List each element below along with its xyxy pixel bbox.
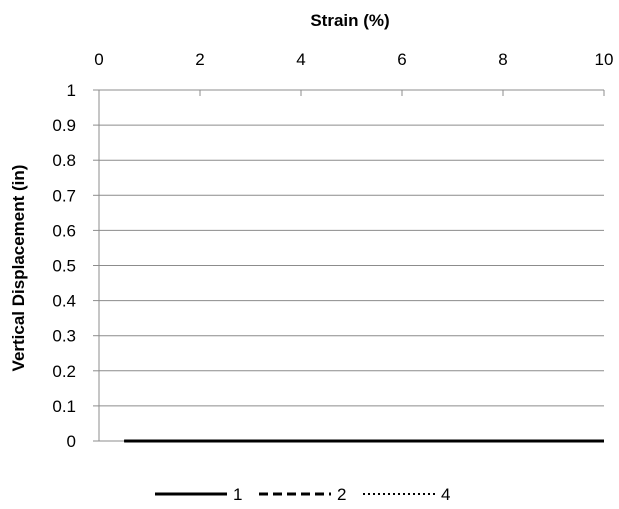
x-tick-label: 10 bbox=[595, 50, 614, 69]
y-axis-title: Vertical Displacement (in) bbox=[9, 165, 28, 372]
legend-label-4: 4 bbox=[441, 485, 450, 504]
x-tick-label: 8 bbox=[498, 50, 507, 69]
y-tick-label: 0.1 bbox=[52, 397, 76, 416]
x-tick-label: 0 bbox=[94, 50, 103, 69]
y-tick-label: 0.5 bbox=[52, 257, 76, 276]
y-tick-labels: 0 0.1 0.2 0.3 0.4 0.5 0.6 0.7 0.8 0.9 1 bbox=[52, 81, 76, 451]
x-tick-label: 4 bbox=[296, 50, 305, 69]
x-tick-labels: 0 2 4 6 8 10 bbox=[94, 50, 613, 69]
legend-label-1: 1 bbox=[233, 485, 242, 504]
y-tick-label: 0 bbox=[67, 432, 76, 451]
legend-label-2: 2 bbox=[337, 485, 346, 504]
y-tick-label: 0.2 bbox=[52, 362, 76, 381]
y-tick-label: 0.8 bbox=[52, 151, 76, 170]
y-tick-label: 0.7 bbox=[52, 186, 76, 205]
y-tick-label: 0.4 bbox=[52, 292, 76, 311]
y-tick-label: 1 bbox=[67, 81, 76, 100]
y-tick-label: 0.9 bbox=[52, 116, 76, 135]
x-axis-title: Strain (%) bbox=[310, 11, 389, 30]
y-tick-label: 0.6 bbox=[52, 221, 76, 240]
gridlines bbox=[93, 89, 604, 442]
x-tick-label: 6 bbox=[397, 50, 406, 69]
x-tick-label: 2 bbox=[195, 50, 204, 69]
legend: 1 2 4 bbox=[155, 485, 450, 504]
y-tick-label: 0.3 bbox=[52, 327, 76, 346]
